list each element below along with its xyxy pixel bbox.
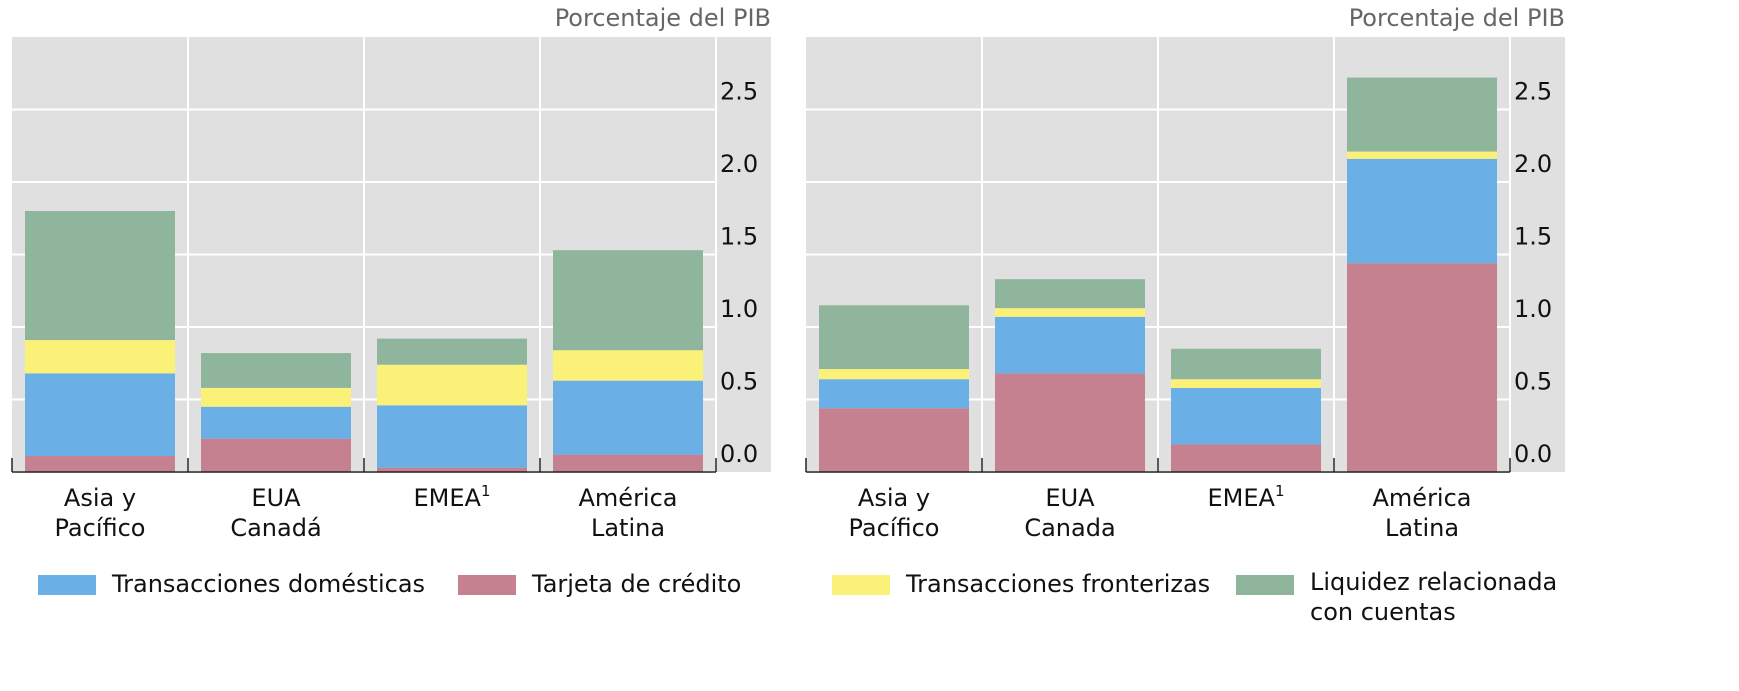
bar-segment [819, 379, 969, 409]
x-tick-label-text: América [1373, 484, 1472, 512]
x-tick-label-text: Canadá [230, 514, 321, 542]
bar-segment [995, 316, 1145, 374]
footnote-marker: 1 [1275, 482, 1285, 500]
x-tick-label: EUA [251, 484, 301, 512]
bar-segment [553, 454, 703, 472]
x-tick-label: América [579, 484, 678, 512]
x-tick-label: Asia y [858, 484, 930, 512]
bar-segment [201, 353, 351, 388]
x-tick-label: Canada [1024, 514, 1115, 542]
bar-segment [1171, 379, 1321, 388]
bar-segment [819, 369, 969, 380]
bar-segment [201, 406, 351, 439]
y-tick-label: 1.0 [720, 295, 758, 323]
x-tick-label-text: EMEA [1208, 484, 1276, 512]
bar-segment [995, 373, 1145, 472]
y-tick-label: 0.0 [1514, 440, 1552, 468]
bar-segment [25, 211, 175, 341]
legend-swatch [38, 575, 96, 595]
y-tick-label: 0.5 [720, 368, 758, 396]
x-tick-label-text: Asia y [64, 484, 136, 512]
y-tick-label: 1.0 [1514, 295, 1552, 323]
bar-segment [1347, 77, 1497, 152]
bar-segment [553, 250, 703, 351]
bar-segment [377, 364, 527, 406]
bar-segment [25, 340, 175, 374]
legend-text: Liquidez relacionada con cuentas [1310, 568, 1558, 626]
bar-segment [377, 467, 527, 472]
y-tick-label: 0.5 [1514, 368, 1552, 396]
legend-swatch [832, 575, 890, 595]
footnote-marker: 1 [481, 482, 491, 500]
bar-segment [201, 438, 351, 472]
y-tick-label: 0.0 [720, 440, 758, 468]
legend-text: Transacciones fronterizas [906, 570, 1211, 598]
bar-segment [1171, 444, 1321, 472]
bar-segment [819, 305, 969, 370]
legend-item: Tarjeta de crédito [458, 570, 741, 598]
bar-segment [377, 338, 527, 365]
x-tick-label-text: EUA [1045, 484, 1095, 512]
bar-segment [995, 279, 1145, 309]
legend-item: Transacciones domésticas [38, 570, 425, 598]
bar-segment [1171, 348, 1321, 380]
y-tick-label: 2.5 [720, 78, 758, 106]
x-tick-label: Canadá [230, 514, 321, 542]
axis-label: Porcentaje del PIB [1349, 4, 1565, 32]
x-tick-label-text: Latina [591, 514, 665, 542]
legend-swatch [1236, 575, 1294, 595]
bar-segment [25, 373, 175, 457]
x-tick-label: EMEA1 [414, 482, 491, 512]
x-tick-label: Asia y [64, 484, 136, 512]
x-tick-label-text: Canada [1024, 514, 1115, 542]
x-tick-label: Pacífico [55, 514, 146, 542]
legend-text: Tarjeta de crédito [532, 570, 742, 598]
y-tick-label: 2.0 [1514, 150, 1552, 178]
legend-item: Transacciones fronterizas [832, 570, 1210, 598]
x-tick-label: EMEA1 [1208, 482, 1285, 512]
x-tick-label: Latina [1385, 514, 1459, 542]
x-tick-label-text: América [579, 484, 678, 512]
bar-segment [1347, 151, 1497, 159]
bar-segment [995, 308, 1145, 317]
x-tick-label-text: Pacífico [55, 514, 146, 542]
y-tick-label: 1.5 [1514, 223, 1552, 251]
legend-text: Transacciones domésticas [112, 570, 426, 598]
x-tick-label: EUA [1045, 484, 1095, 512]
bar-segment [25, 456, 175, 472]
bar-segment [377, 405, 527, 468]
x-tick-label: América [1373, 484, 1472, 512]
legend-item: Liquidez relacionada con cuentas [1236, 568, 1570, 627]
x-tick-label-text: Pacífico [849, 514, 940, 542]
bar-segment [201, 387, 351, 407]
x-tick-label: Pacífico [849, 514, 940, 542]
bar-segment [1347, 263, 1497, 472]
y-tick-label: 2.0 [720, 150, 758, 178]
bar-segment [1171, 387, 1321, 445]
legend-swatch [458, 575, 516, 595]
x-tick-label: Latina [591, 514, 665, 542]
bar-segment [1347, 158, 1497, 264]
y-tick-label: 2.5 [1514, 78, 1552, 106]
bar-segment [819, 408, 969, 472]
y-tick-label: 1.5 [720, 223, 758, 251]
x-tick-label-text: EMEA [414, 484, 482, 512]
bar-segment [553, 350, 703, 381]
x-tick-label-text: Asia y [858, 484, 930, 512]
bar-segment [553, 380, 703, 455]
x-tick-label-text: Latina [1385, 514, 1459, 542]
axis-label: Porcentaje del PIB [555, 4, 771, 32]
x-tick-label-text: EUA [251, 484, 301, 512]
